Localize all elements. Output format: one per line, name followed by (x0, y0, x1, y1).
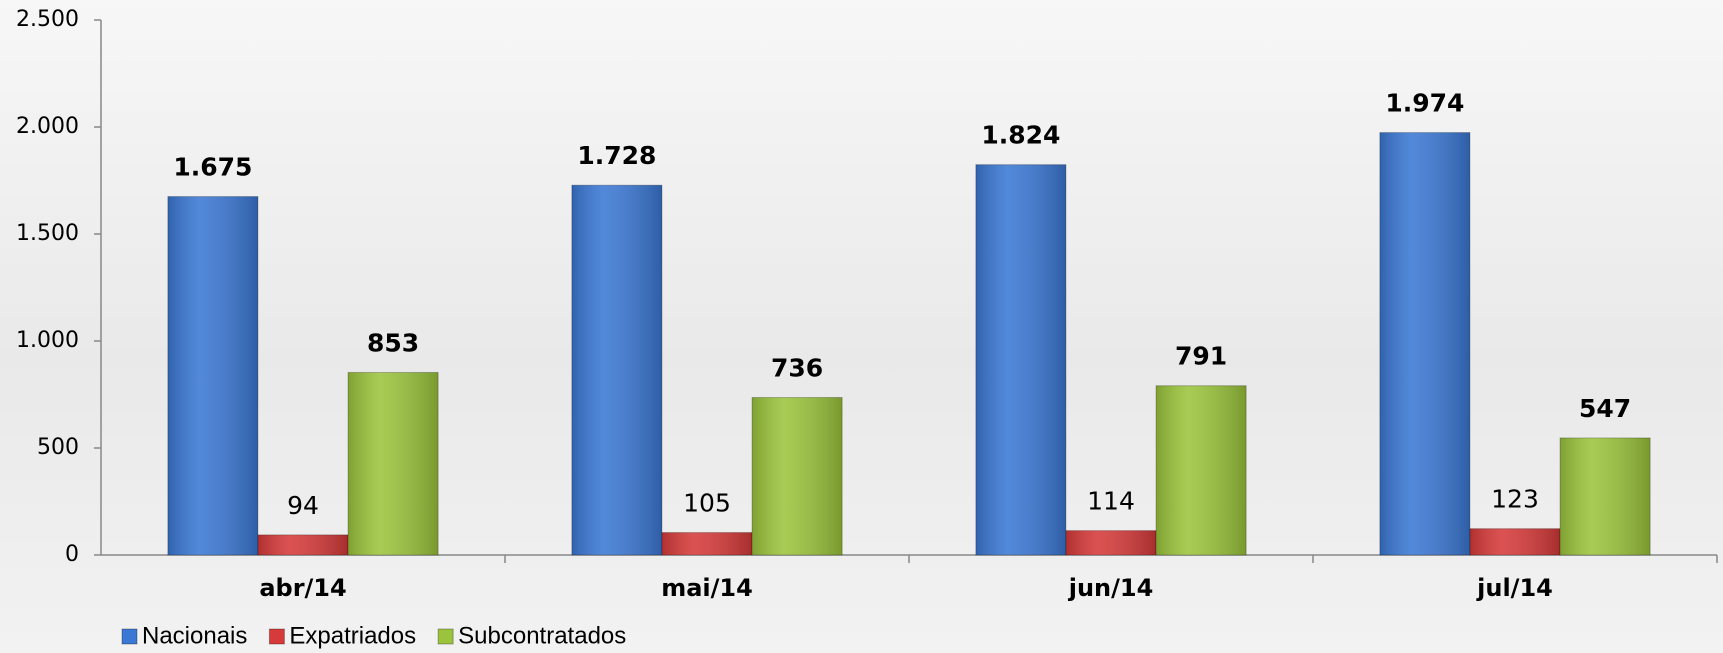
legend-swatch (438, 629, 453, 644)
x-tick-label: jun/14 (1068, 574, 1154, 602)
bar-shade (168, 197, 258, 555)
legend-swatch (269, 629, 284, 644)
bar-shade (572, 185, 662, 555)
bar-shade (752, 397, 842, 555)
y-tick-label: 0 (65, 542, 79, 567)
bar-shade (1380, 133, 1470, 555)
legend-label: Nacionais (142, 622, 247, 649)
value-label: 1.728 (577, 141, 656, 170)
x-tick-label: mai/14 (661, 574, 753, 602)
value-label: 105 (683, 489, 731, 518)
value-label: 1.675 (173, 153, 252, 182)
value-label: 547 (1579, 394, 1631, 423)
legend-label: Expatriados (289, 622, 416, 649)
bar-shade (976, 165, 1066, 555)
bar-shade (1470, 529, 1560, 555)
bar-shade (258, 535, 348, 555)
value-label: 1.824 (981, 121, 1060, 150)
y-tick-label: 1.000 (16, 328, 79, 353)
y-tick-label: 1.500 (16, 221, 79, 246)
y-tick-label: 500 (37, 435, 79, 460)
legend-swatch (122, 629, 137, 644)
y-tick-label: 2.500 (16, 7, 79, 32)
y-tick-label: 2.000 (16, 114, 79, 139)
x-tick-label: jul/14 (1476, 574, 1553, 602)
value-label: 114 (1087, 487, 1135, 516)
value-label: 123 (1491, 485, 1539, 514)
bar-shade (662, 533, 752, 555)
bar-shade (1156, 386, 1246, 555)
value-label: 853 (367, 328, 419, 357)
x-tick-label: abr/14 (259, 574, 346, 602)
value-label: 1.974 (1385, 89, 1464, 118)
chart: 0 500 1.000 1.500 2.000 2.500 abr/14 1.675 94 853… (0, 0, 1723, 653)
value-label: 791 (1175, 342, 1227, 371)
legend-label: Subcontratados (458, 622, 626, 649)
bar-shade (1066, 531, 1156, 555)
value-label: 736 (771, 353, 823, 382)
bar-shade (348, 372, 438, 555)
value-label: 94 (287, 491, 319, 520)
bar-shade (1560, 438, 1650, 555)
